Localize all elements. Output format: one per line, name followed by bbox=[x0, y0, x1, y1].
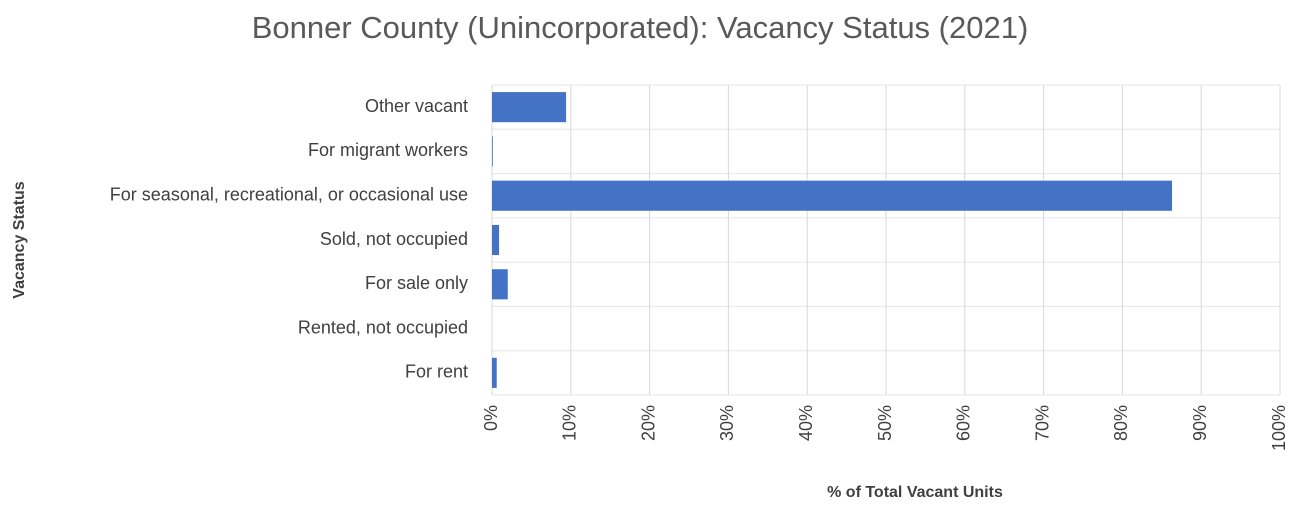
y-tick-label: For migrant workers bbox=[308, 140, 468, 160]
x-tick-label: 20% bbox=[638, 405, 658, 441]
x-tick-label: 30% bbox=[717, 405, 737, 441]
x-tick-label: 70% bbox=[1032, 405, 1052, 441]
y-tick-label: Rented, not occupied bbox=[298, 317, 468, 337]
bar bbox=[492, 357, 497, 388]
y-tick-label: Sold, not occupied bbox=[320, 229, 468, 249]
y-tick-label: Other vacant bbox=[365, 96, 468, 116]
x-tick-label: 90% bbox=[1190, 405, 1210, 441]
x-tick-label: 50% bbox=[875, 405, 895, 441]
y-axis-title: Vacancy Status bbox=[11, 181, 28, 299]
chart-title: Bonner County (Unincorporated): Vacancy … bbox=[252, 10, 1029, 45]
x-axis-title: % of Total Vacant Units bbox=[827, 484, 1003, 501]
y-tick-label: For sale only bbox=[365, 273, 468, 293]
x-tick-label: 10% bbox=[560, 405, 580, 441]
x-tick-label: 40% bbox=[796, 405, 816, 441]
bar bbox=[492, 269, 508, 300]
bar bbox=[492, 180, 1173, 211]
y-tick-label: For seasonal, recreational, or occasiona… bbox=[110, 184, 468, 204]
bar bbox=[492, 136, 493, 167]
y-tick-label: For rent bbox=[405, 362, 468, 382]
x-tick-label: 80% bbox=[1111, 405, 1131, 441]
bar bbox=[492, 92, 567, 123]
x-tick-label: 100% bbox=[1269, 405, 1289, 451]
x-tick-label: 0% bbox=[481, 405, 501, 431]
bar bbox=[492, 224, 500, 256]
x-tick-label: 60% bbox=[954, 405, 974, 441]
